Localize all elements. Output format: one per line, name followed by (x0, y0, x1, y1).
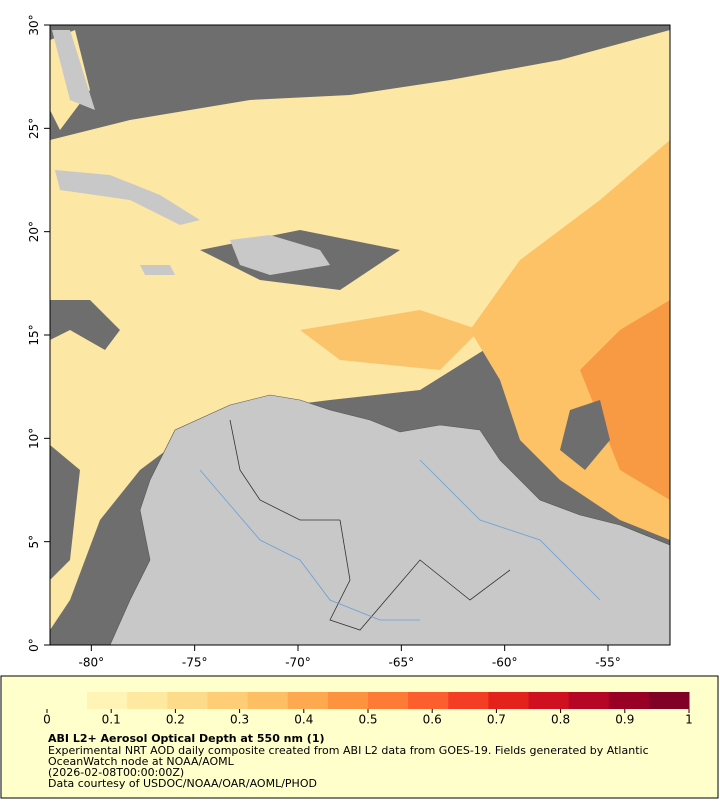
river (199, 469, 420, 621)
colorbar-segment (488, 692, 529, 709)
x-tick-label: -60° (492, 656, 518, 670)
aerosol-mid (300, 310, 480, 370)
colorbar-tick-label: 0.3 (230, 713, 249, 727)
colorbar-segment (247, 692, 289, 709)
river (419, 459, 601, 601)
x-tick-label: -75° (182, 656, 208, 670)
colorbar-segment (167, 692, 208, 709)
land (140, 265, 175, 275)
y-tick-label: 20° (27, 221, 41, 242)
colorbar-title: ABI L2+ Aerosol Optical Depth at 550 nm … (48, 732, 325, 745)
colorbar-segment (648, 692, 690, 709)
colorbar-tick-label: 0.7 (487, 713, 506, 727)
cloud-mask (50, 300, 120, 350)
colorbar-tick-label: 0.9 (615, 713, 634, 727)
colorbar-tick-label: 0.2 (166, 713, 185, 727)
colorbar-segment (408, 692, 449, 709)
colorbar-tick-label: 0.6 (423, 713, 442, 727)
y-tick-label: 0° (27, 638, 41, 652)
colorbar-segment (327, 692, 369, 709)
x-tick-label: -65° (389, 656, 415, 670)
x-tick-label: -80° (79, 656, 105, 670)
colorbar-segment (47, 692, 88, 709)
cloud-mask (50, 445, 80, 580)
land (52, 30, 95, 110)
colorbar-tick-label: 0.5 (358, 713, 377, 727)
y-tick-label: 25° (27, 118, 41, 139)
colorbar-tick-label: 0.1 (102, 713, 121, 727)
colorbar-segment (568, 692, 610, 709)
x-tick-label: -70° (285, 656, 311, 670)
y-tick-label: 5° (27, 535, 41, 549)
aerosol-high (580, 300, 670, 500)
note: OceanWatch node at NOAA/AOML (48, 755, 235, 768)
colorbar-tick-label: 0 (43, 713, 51, 727)
note: Data courtesy of USDOC/NOAA/OAR/AOML/PHO… (48, 777, 317, 790)
border (329, 519, 511, 631)
colorbar-tick-label: 0.4 (294, 713, 313, 727)
land (230, 235, 330, 275)
colorbar-segment (448, 692, 489, 709)
colorbar-tick-label: 0.8 (551, 713, 570, 727)
colorbar-segment (528, 692, 570, 709)
note: Experimental NRT AOD daily composite cre… (48, 744, 649, 757)
colorbar-segment (87, 692, 128, 709)
y-tick-label: 30° (27, 14, 41, 35)
land (109, 394, 671, 646)
colorbar-segment (608, 692, 650, 709)
note: (2026-02-08T00:00:00Z) (48, 766, 184, 779)
y-tick-label: 10° (27, 428, 41, 449)
x-tick-label: -55° (595, 656, 621, 670)
colorbar-tick-label: 1 (685, 713, 693, 727)
colorbar-segment (287, 692, 329, 709)
colorbar-segment (127, 692, 168, 709)
cloud-mask (560, 400, 610, 470)
land (55, 170, 200, 225)
border (229, 419, 340, 521)
map-background (49, 24, 671, 646)
colorbar-segment (207, 692, 249, 709)
colorbar-segment (368, 692, 409, 709)
y-tick-label: 15° (27, 324, 41, 345)
